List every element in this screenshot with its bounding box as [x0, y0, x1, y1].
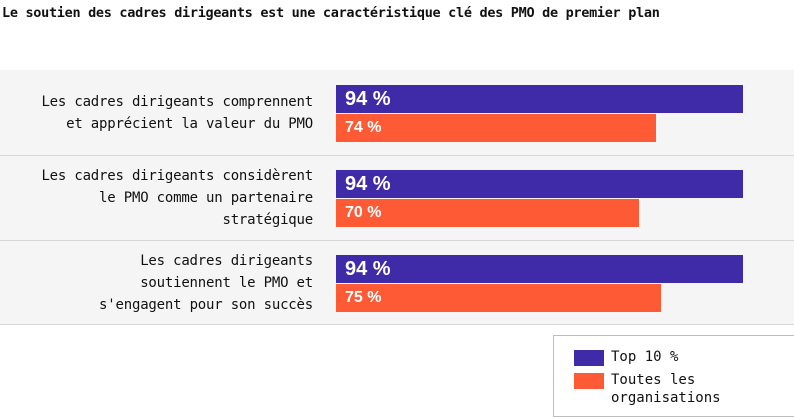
category-label-line: Les cadres dirigeants considèrent [41, 167, 313, 184]
category-label-line: et apprécient la valeur du PMO [66, 115, 313, 132]
category-label: Les cadres dirigeants considèrent le PMO … [0, 165, 313, 231]
bar-all-organisations: 70 % [336, 199, 639, 227]
bar-value-label: 94 % [345, 258, 391, 280]
legend-label-top10: Top 10 % [611, 349, 679, 365]
row-separator [0, 324, 794, 325]
category-label-line: Les cadres dirigeants [140, 252, 313, 269]
chart-title: Le soutien des cadres dirigeants est une… [2, 5, 660, 21]
legend-label-all: Toutes les organisations [611, 372, 721, 406]
category-label-line: le PMO comme un partenaire [99, 189, 313, 206]
category-label-line: s'engagent pour son succès [99, 296, 313, 313]
bar-all-organisations: 75 % [336, 284, 661, 312]
legend-swatch-top10 [574, 350, 604, 366]
bar-value-label: 94 % [345, 88, 391, 110]
category-label: Les cadres dirigeants soutiennent le PMO … [0, 250, 313, 316]
chart-legend: Top 10 % Toutes les organisations [553, 335, 794, 417]
legend-swatch-all [574, 373, 604, 389]
bar-top10: 94 % [336, 255, 743, 283]
bar-all-organisations: 74 % [336, 114, 656, 142]
category-label: Les cadres dirigeants comprennent et appr… [0, 91, 313, 135]
row-separator [0, 155, 794, 156]
bar-top10: 94 % [336, 85, 743, 113]
bar-value-label: 74 % [345, 119, 382, 136]
category-label-line: stratégique [222, 211, 313, 228]
bar-top10: 94 % [336, 170, 743, 198]
row-separator [0, 240, 794, 241]
category-label-line: soutiennent le PMO et [140, 274, 313, 291]
bar-value-label: 70 % [345, 204, 382, 221]
bar-value-label: 94 % [345, 173, 391, 195]
category-label-line: Les cadres dirigeants comprennent [41, 93, 313, 110]
bar-value-label: 75 % [345, 289, 382, 306]
